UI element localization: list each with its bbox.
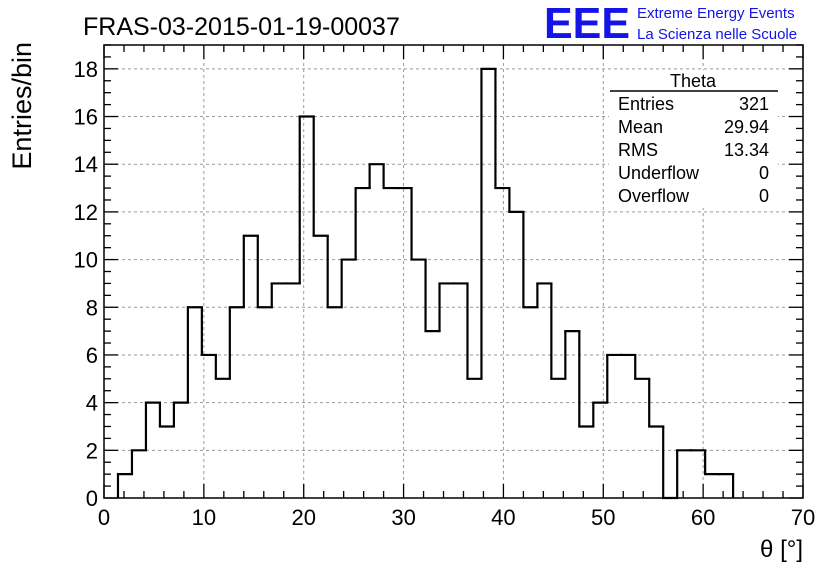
y-tick-label: 16 [74,105,98,130]
x-tick-label: 10 [192,505,216,530]
stats-label-mean: Mean [618,117,663,137]
grid-layer [104,45,803,498]
stats-label-underflow: Underflow [618,163,700,183]
x-tick-label: 20 [291,505,315,530]
y-axis-label: Entries/bin [7,42,37,170]
x-tick-label: 50 [591,505,615,530]
y-tick-label: 4 [86,391,98,416]
y-tick-label: 12 [74,200,98,225]
stats-value-rms: 13.34 [724,140,769,160]
tick-labels: 0 10 20 30 40 50 60 70 0 2 4 6 8 10 12 14 16 18 [74,57,816,530]
y-tick-label: 0 [86,486,98,511]
logo-line-1: Extreme Energy Events [637,5,795,22]
stats-value-mean: 29.94 [724,117,769,137]
stats-value-entries: 321 [739,94,769,114]
stats-box-background [609,70,778,208]
stats-value-underflow: 0 [759,163,769,183]
y-tick-label: 2 [86,438,98,463]
logo-mark: EEE [544,0,630,48]
x-tick-label: 60 [691,505,715,530]
logo-line-2: La Scienza nelle Scuole [637,26,797,43]
stats-value-overflow: 0 [759,186,769,206]
y-tick-label: 8 [86,295,98,320]
stats-label-entries: Entries [618,94,674,114]
y-tick-label: 14 [74,152,98,177]
y-tick-label: 10 [74,248,98,273]
stats-title: Theta [670,71,717,91]
axes-layer [103,44,804,499]
x-tick-label: 40 [491,505,515,530]
y-tick-label: 18 [74,57,98,82]
chart-title: FRAS-03-2015-01-19-00037 [83,13,400,41]
x-tick-label: 70 [791,505,815,530]
y-tick-label: 6 [86,343,98,368]
histogram-layer [116,67,735,500]
stats-label-overflow: Overflow [618,186,690,206]
stats-label-rms: RMS [618,140,658,160]
x-tick-label: 30 [391,505,415,530]
stats-box: Theta Entries 321 Mean 29.94 RMS 13.34 U… [609,70,778,208]
x-axis-label: θ [°] [760,536,803,563]
x-tick-label: 0 [98,505,110,530]
eee-logo: EEE Extreme Energy Events La Scienza nel… [544,0,797,48]
